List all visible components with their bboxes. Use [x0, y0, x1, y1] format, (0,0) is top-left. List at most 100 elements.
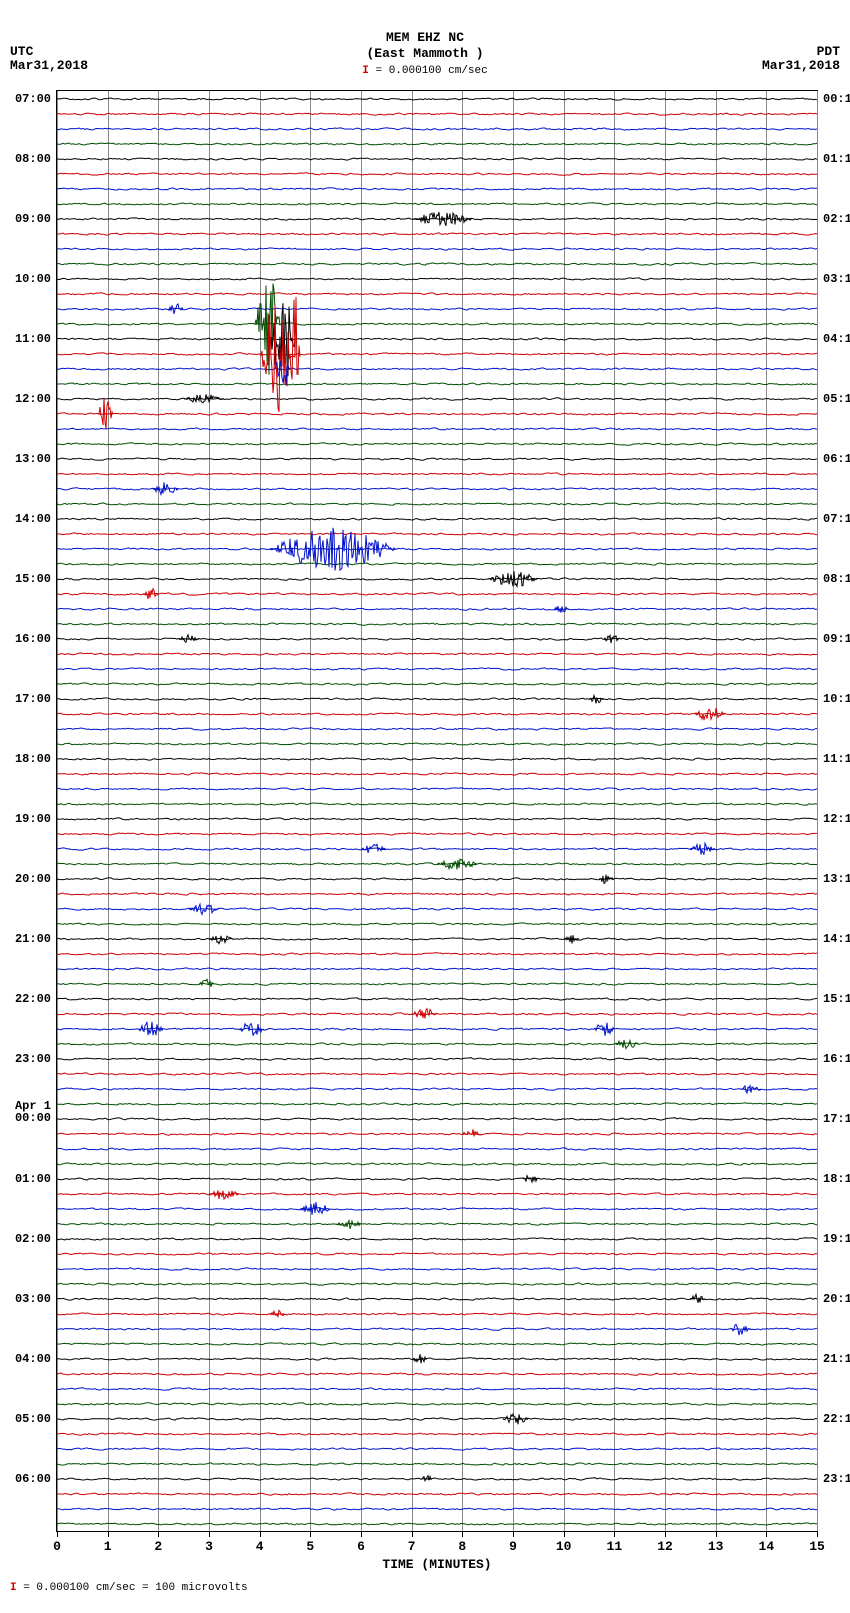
xaxis-tick	[158, 1531, 159, 1537]
trace	[57, 174, 817, 175]
trace	[57, 669, 817, 670]
xaxis-label: 4	[256, 1539, 264, 1554]
trace	[57, 1254, 817, 1255]
seismic-event	[336, 1224, 361, 1225]
seismic-event	[168, 309, 183, 310]
seismic-event	[290, 354, 300, 355]
pdt-hour-label: 13:15	[823, 872, 850, 886]
seismic-event	[690, 849, 715, 850]
xaxis-tick	[260, 1531, 261, 1537]
pdt-hour-label: 06:15	[823, 452, 850, 466]
trace	[57, 294, 817, 295]
trace	[57, 1329, 817, 1330]
trace	[57, 849, 817, 850]
seismic-event	[412, 219, 473, 220]
pdt-hour-label: 03:15	[823, 272, 850, 286]
trace	[57, 474, 817, 475]
xaxis-tick	[766, 1531, 767, 1537]
trace	[57, 1524, 817, 1525]
trace	[57, 1509, 817, 1510]
trace	[57, 519, 817, 520]
pdt-hour-label: 15:15	[823, 992, 850, 1006]
trace	[57, 1389, 817, 1390]
trace	[57, 594, 817, 595]
trace	[57, 564, 817, 565]
trace	[57, 1449, 817, 1450]
trace	[57, 954, 817, 955]
utc-hour-label: 19:00	[15, 812, 51, 826]
trace	[57, 1314, 817, 1315]
trace	[57, 879, 817, 880]
utc-hour-label: 09:00	[15, 212, 51, 226]
xaxis-tick	[665, 1531, 666, 1537]
scale-header: I = 0.000100 cm/sec	[0, 65, 850, 77]
utc-hour-label: 16:00	[15, 632, 51, 646]
utc-hour-label: 05:00	[15, 1412, 51, 1426]
seismic-event	[564, 939, 579, 940]
grid-vertical	[108, 91, 109, 1531]
trace	[57, 549, 817, 550]
seismic-event	[361, 849, 386, 850]
xaxis-label: 13	[708, 1539, 724, 1554]
tz-right-label: PDT	[817, 44, 840, 59]
seismic-event	[300, 1209, 330, 1210]
trace	[57, 1299, 817, 1300]
seismic-event	[741, 1089, 761, 1090]
utc-hour-label: 01:00	[15, 1172, 51, 1186]
seismogram-container: MEM EHZ NC (East Mammoth ) I = 0.000100 …	[0, 0, 850, 1613]
seismic-event	[412, 1359, 427, 1360]
seismic-event	[153, 489, 178, 490]
seismic-event	[143, 594, 158, 595]
station-location: (East Mammoth )	[0, 46, 850, 61]
seismic-event	[462, 1134, 482, 1135]
utc-hour-label: 10:00	[15, 272, 51, 286]
trace	[57, 1119, 817, 1120]
date-left-label: Mar31,2018	[10, 58, 88, 73]
trace	[57, 1134, 817, 1135]
grid-vertical	[564, 91, 565, 1531]
trace	[57, 1269, 817, 1270]
xaxis-label: 12	[657, 1539, 673, 1554]
trace	[57, 354, 817, 355]
pdt-hour-label: 02:15	[823, 212, 850, 226]
xaxis-label: 0	[53, 1539, 61, 1554]
seismic-event	[523, 1179, 538, 1180]
pdt-hour-label: 20:15	[823, 1292, 850, 1306]
xaxis-tick	[817, 1531, 818, 1537]
pdt-hour-label: 18:15	[823, 1172, 850, 1186]
seismic-event	[189, 909, 219, 910]
trace	[57, 1464, 817, 1465]
trace	[57, 429, 817, 430]
seismic-event	[690, 1299, 705, 1300]
trace	[57, 1164, 817, 1165]
trace	[57, 819, 817, 820]
pdt-hour-label: 16:15	[823, 1052, 850, 1066]
xaxis-label: 9	[509, 1539, 517, 1554]
seismic-event	[239, 1029, 264, 1030]
trace	[57, 204, 817, 205]
trace	[57, 579, 817, 580]
pdt-hour-label: 05:15	[823, 392, 850, 406]
trace	[57, 234, 817, 235]
trace	[57, 489, 817, 490]
grid-vertical	[260, 91, 261, 1531]
grid-vertical	[665, 91, 666, 1531]
trace	[57, 654, 817, 655]
trace	[57, 864, 817, 865]
seismic-event	[98, 414, 113, 415]
pdt-hour-label: 14:15	[823, 932, 850, 946]
trace	[57, 324, 817, 325]
seismic-event	[599, 879, 614, 880]
seismic-event	[209, 939, 234, 940]
trace	[57, 909, 817, 910]
seismic-event	[604, 639, 619, 640]
xaxis-label: 5	[306, 1539, 314, 1554]
pdt-hour-label: 09:15	[823, 632, 850, 646]
seismic-event	[179, 639, 199, 640]
trace	[57, 1434, 817, 1435]
pdt-hour-label: 21:15	[823, 1352, 850, 1366]
helicorder-plot: TIME (MINUTES) 012345678910111213141507:…	[56, 90, 818, 1532]
trace	[57, 159, 817, 160]
seismic-event	[199, 984, 214, 985]
trace	[57, 384, 817, 385]
